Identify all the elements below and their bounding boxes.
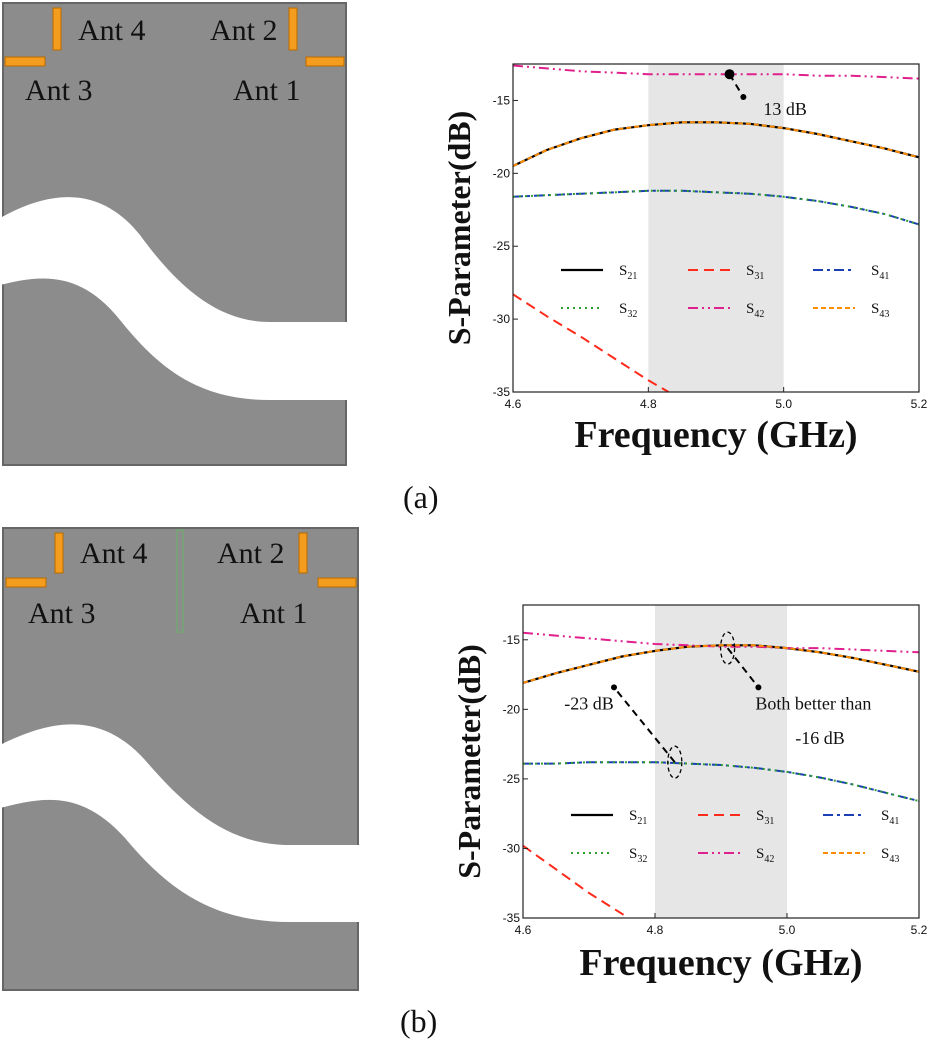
decoupling-strip: [176, 529, 184, 633]
antenna-layout-b: Ant 4 Ant 2 Ant 3 Ant 1: [0, 527, 360, 991]
series-line-s32: [513, 189, 919, 226]
x-tick-label: 4.6: [515, 923, 532, 937]
y-tick-label: -20: [493, 166, 511, 180]
series-line-s43: [523, 644, 919, 684]
caption-b: (b): [400, 1003, 437, 1039]
legend-label-s21: S21: [619, 263, 637, 282]
annotation-label: Both better than: [755, 693, 871, 713]
x-tick-label: 5.2: [911, 397, 928, 411]
annotation-label: -16 dB: [795, 728, 845, 748]
x-axis-title: Frequency (GHz): [579, 942, 862, 984]
annotation-arrowhead: [740, 94, 747, 101]
antenna-1-element: [317, 577, 357, 588]
annotation-arrow: [726, 647, 760, 688]
antenna-layout-a: Ant 4 Ant 2 Ant 3 Ant 1: [0, 2, 350, 466]
series-line-s42: [513, 64, 919, 80]
plot-frame: [522, 604, 920, 919]
series-line-s32: [523, 761, 919, 803]
panel-b-svg: Ant 4 Ant 2 Ant 3 Ant 1 -15-20-25-30-354…: [0, 527, 928, 1039]
x-tick-label: 4.8: [640, 397, 657, 411]
series-line-s31: [513, 293, 670, 392]
y-tick-label: -25: [503, 772, 521, 786]
annotation-ellipse: [667, 745, 683, 779]
y-tick-label: -15: [493, 93, 511, 107]
annotation-arrow: [613, 686, 676, 763]
shaded-band: [648, 64, 784, 392]
antenna-2-element: [288, 7, 298, 51]
annotation-label: 13 dB: [763, 99, 807, 119]
y-tick-label: -15: [503, 633, 521, 647]
y-tick-label: -20: [503, 702, 521, 716]
antenna-2-element: [298, 532, 308, 574]
antenna-4-element: [54, 532, 64, 574]
annotation-label: -23 dB: [564, 693, 614, 713]
panel-b: Ant 4 Ant 2 Ant 3 Ant 1 -15 -20 -25 -30 -35 4…: [0, 520, 932, 1042]
x-tick-label: 4.8: [647, 923, 664, 937]
ant-3-label: Ant 3: [25, 74, 93, 107]
y-tick-label: -35: [503, 911, 521, 925]
series-line-s43: [513, 121, 919, 167]
y-axis-title: S-Parameter(dB): [451, 644, 487, 879]
y-axis-title: S-Parameter(dB): [441, 111, 477, 346]
x-tick-label: 4.6: [505, 397, 522, 411]
y-tick-label: -25: [493, 239, 511, 253]
ant-1-label: Ant 1: [240, 597, 308, 630]
legend-label-s41: S41: [881, 808, 899, 827]
shaded-band: [655, 605, 787, 918]
annotation-arrowhead: [755, 684, 762, 691]
series-line-s42: [523, 631, 919, 654]
ant-1-label: Ant 1: [233, 74, 301, 107]
y-tick-label: -30: [493, 312, 511, 326]
legend-label-s32: S32: [619, 301, 637, 320]
panel-a: Ant 4 Ant 2 Ant 3 Ant 1 -15 -20 -25 -30 -35 4…: [0, 0, 932, 520]
chart-b: -15 -20 -25 -30 -354.6 4.8 5.0 5.2 Frequency (GH…: [451, 604, 928, 984]
chart-a: -15 -20 -25 -30 -354.6 4.8 5.0 5.2 Frequency (GH…: [441, 63, 928, 456]
annotation-arrowhead: [611, 684, 617, 691]
antenna-1-element: [305, 56, 345, 67]
x-tick-label: 5.2: [911, 923, 928, 937]
y-tick-label: -30: [503, 841, 521, 855]
ant-4-label: Ant 4: [78, 14, 146, 47]
annotation-ellipse: [719, 631, 736, 665]
x-tick-label: 5.0: [779, 923, 796, 937]
ant-3-label: Ant 3: [28, 597, 96, 630]
slot-cut: [0, 197, 350, 400]
plot-frame: [512, 63, 920, 393]
series-group: [523, 631, 919, 918]
legend-label-s43: S43: [881, 846, 899, 865]
ant-2-label: Ant 2: [217, 537, 285, 570]
ant-4-label: Ant 4: [80, 537, 148, 570]
annotation-arrow: [728, 73, 745, 98]
legend-label-s43: S43: [871, 301, 889, 320]
x-axis-title: Frequency (GHz): [574, 414, 857, 456]
caption-a: (a): [403, 479, 439, 515]
slot-cut: [0, 724, 360, 922]
x-tick-label: 5.0: [775, 397, 792, 411]
antenna-4-element: [52, 7, 62, 51]
legend-label-s21: S21: [629, 808, 647, 827]
antenna-3-element: [5, 577, 47, 588]
legend-label-s32: S32: [629, 846, 647, 865]
legend-label-s41: S41: [871, 263, 889, 282]
y-tick-label: -35: [493, 385, 511, 399]
series-line-s31: [523, 844, 630, 918]
series-group: [513, 64, 919, 392]
antenna-3-element: [4, 56, 46, 67]
ant-2-label: Ant 2: [210, 14, 278, 47]
panel-a-svg: Ant 4 Ant 2 Ant 3 Ant 1 -15-20-25-30-354…: [0, 2, 928, 515]
